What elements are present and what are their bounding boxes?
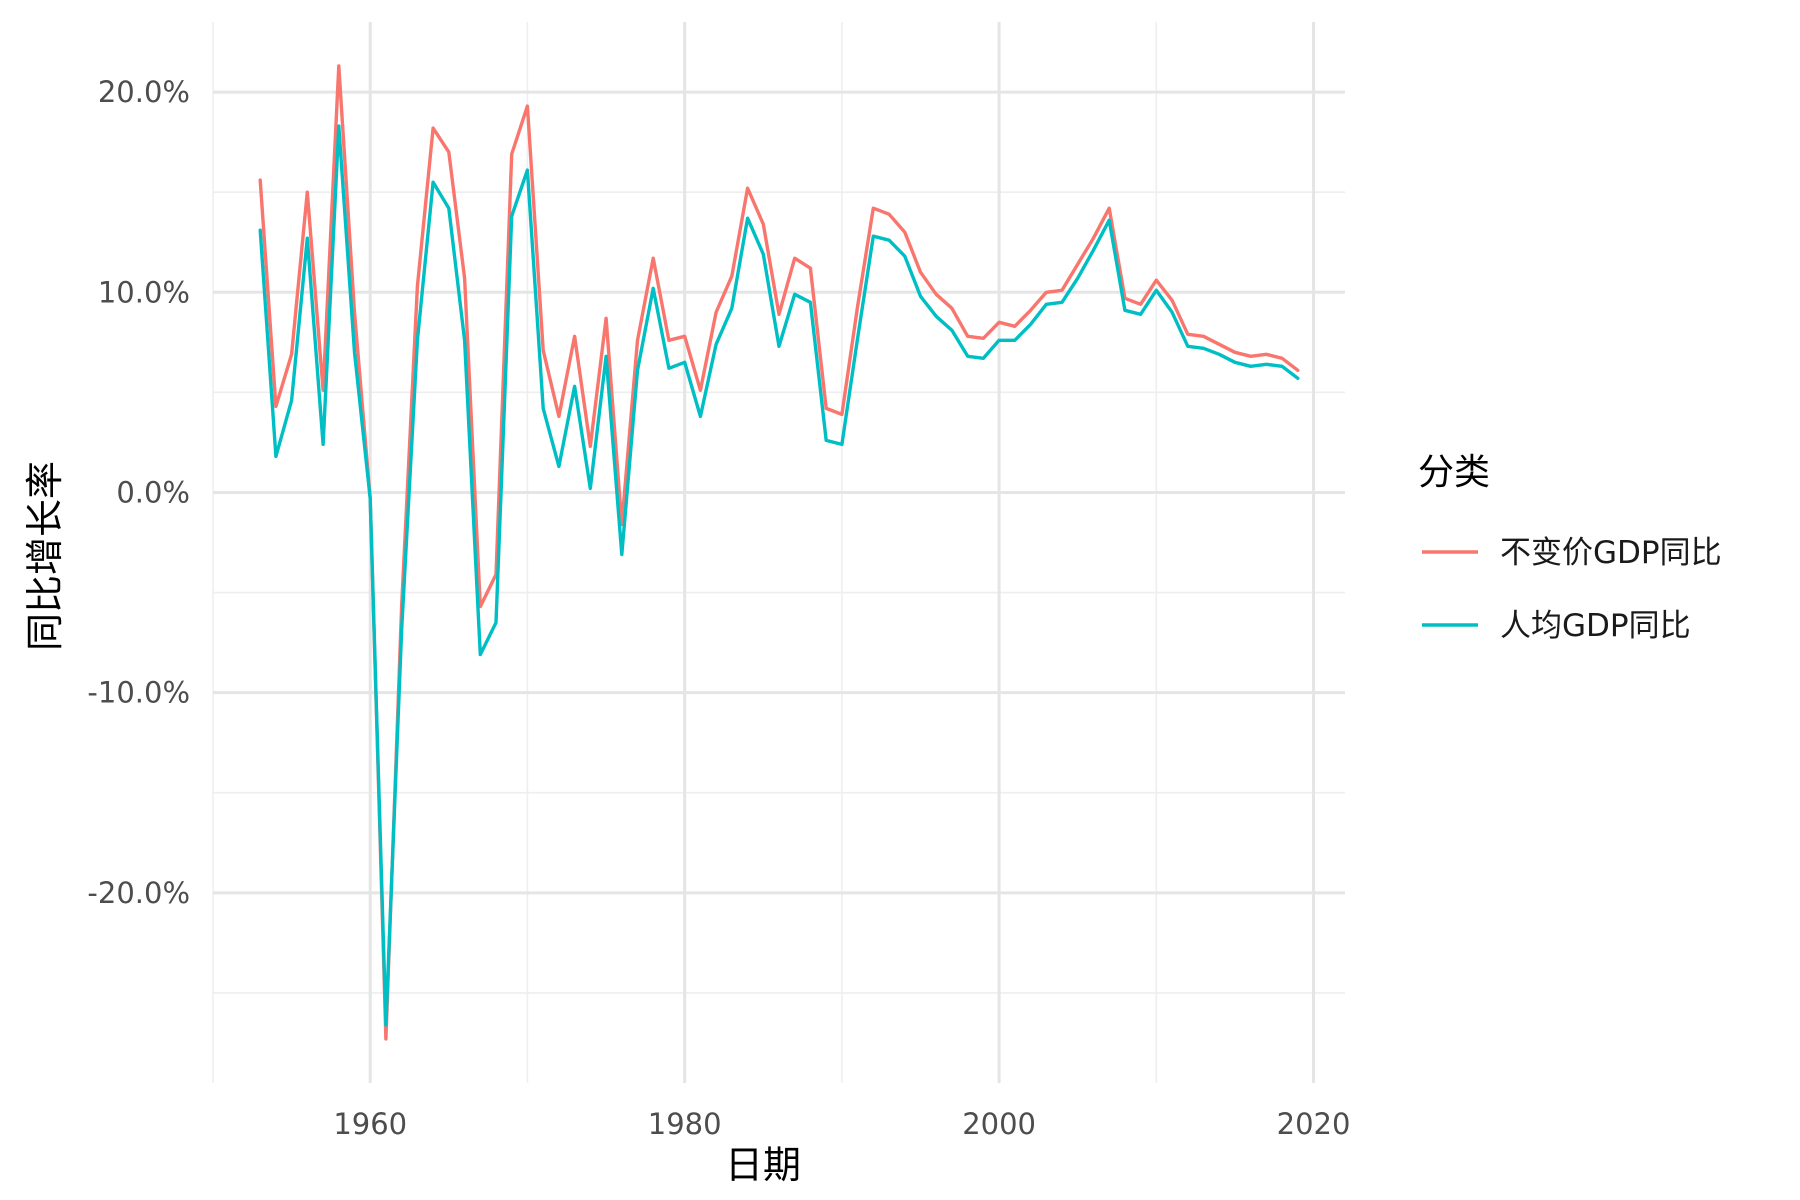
y-tick-label: 0.0% [116, 475, 190, 509]
major-grid [213, 22, 1345, 1083]
y-tick-label: -20.0% [87, 876, 190, 910]
x-tick-label: 2000 [962, 1107, 1036, 1141]
y-tick-label: -10.0% [87, 676, 190, 710]
x-axis-title: 日期 [725, 1143, 801, 1187]
y-axis-title: 同比增长率 [23, 461, 67, 651]
y-axis-tick-labels: 20.0% 10.0% 0.0% -10.0% -20.0% [87, 75, 190, 910]
series-line-2 [258, 124, 1300, 1027]
legend-label-1: 不变价GDP同比 [1500, 535, 1722, 571]
x-tick-label: 2020 [1277, 1107, 1351, 1141]
y-tick-label: 10.0% [98, 275, 190, 309]
legend-title: 分类 [1418, 452, 1490, 493]
y-tick-label: 20.0% [98, 75, 190, 109]
legend-label-2: 人均GDP同比 [1500, 608, 1691, 644]
series-lines [258, 64, 1300, 1041]
series-line-1 [258, 64, 1300, 1041]
x-tick-label: 1980 [648, 1107, 722, 1141]
x-axis-tick-labels: 1960 1980 2000 2020 [333, 1107, 1350, 1141]
x-tick-label: 1960 [333, 1107, 407, 1141]
